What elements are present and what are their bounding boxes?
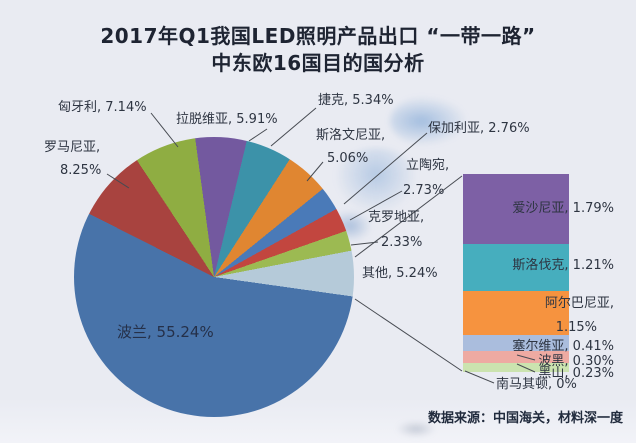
- callout-albania-name: 阿尔巴尼亚,: [544, 296, 614, 311]
- callout-slovakia: 斯洛伐克, 1.21%: [512, 258, 614, 273]
- bar-segment-albania: [463, 290, 569, 336]
- breakdown-bar: [463, 174, 569, 372]
- callout-latvia: 拉脱维亚, 5.91%: [176, 112, 278, 127]
- callout-hungary: 匈牙利, 7.14%: [58, 100, 147, 115]
- callout-albania-value: 1.15%: [555, 320, 597, 335]
- callout-lithuania-name: 立陶宛,: [406, 158, 450, 173]
- callout-bosnia: 波黑, 0.30%: [538, 354, 614, 369]
- callout-macedonia: 南马其顿, 0%: [496, 377, 577, 392]
- leader-line-croatia: [350, 241, 379, 246]
- leader-line-macedonia: [464, 370, 495, 384]
- callout-romania-value: 8.25%: [60, 163, 102, 178]
- series-connector-bottom: [354, 298, 463, 372]
- bar-segment-montenegro: [463, 363, 569, 372]
- callout-lithuania-value: 2.73%: [403, 183, 445, 198]
- bar-segment-slovakia: [463, 243, 569, 291]
- callout-bulgaria: 保加利亚, 2.76%: [428, 121, 530, 136]
- bar-segment-bosnia: [463, 351, 569, 364]
- callout-slovenia-name: 斯洛文尼亚,: [316, 128, 386, 143]
- callout-slovenia-value: 5.06%: [327, 151, 369, 166]
- leader-line-czech: [270, 107, 317, 147]
- source-note: 数据来源：中国海关，材料深一度: [427, 411, 623, 426]
- chart-title-line1: 2017年Q1我国LED照明产品出口 “一带一路”: [100, 24, 536, 48]
- callout-serbia: 塞尔维亚, 0.41%: [512, 339, 614, 354]
- bar-segment-serbia: [463, 335, 569, 352]
- callout-estonia: 爱沙尼亚, 1.79%: [512, 201, 614, 216]
- callout-croatia-value: 2.33%: [381, 235, 423, 250]
- callout-montenegro: 黑山, 0.23%: [538, 366, 614, 381]
- pie: [74, 137, 354, 417]
- callout-romania-name: 罗马尼亚,: [44, 140, 101, 155]
- callout-poland: 波兰, 55.24%: [117, 323, 214, 341]
- bar-segment-estonia: [463, 174, 569, 244]
- chart-title-line2: 中东欧16国目的国分析: [211, 51, 425, 75]
- callout-czech: 捷克, 5.34%: [318, 93, 394, 108]
- chart-title: 2017年Q1我国LED照明产品出口 “一带一路” 中东欧16国目的国分析: [0, 23, 636, 77]
- callout-croatia-name: 克罗地亚,: [368, 210, 425, 225]
- leader-line-latvia: [248, 128, 268, 142]
- callout-others: 其他, 5.24%: [362, 266, 438, 281]
